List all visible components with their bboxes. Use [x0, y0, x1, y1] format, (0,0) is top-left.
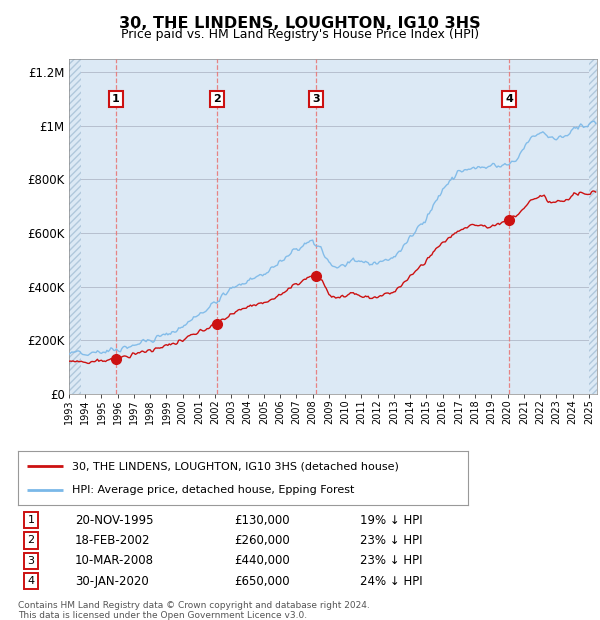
Text: This data is licensed under the Open Government Licence v3.0.: This data is licensed under the Open Gov…: [18, 611, 307, 620]
Text: 4: 4: [28, 576, 35, 587]
Text: 3: 3: [28, 556, 35, 566]
Text: 18-FEB-2002: 18-FEB-2002: [75, 534, 151, 547]
Text: 4: 4: [505, 94, 513, 104]
Text: 10-MAR-2008: 10-MAR-2008: [75, 554, 154, 567]
Text: 23% ↓ HPI: 23% ↓ HPI: [360, 554, 422, 567]
Text: 24% ↓ HPI: 24% ↓ HPI: [360, 575, 422, 588]
Text: £650,000: £650,000: [235, 575, 290, 588]
Text: Contains HM Land Registry data © Crown copyright and database right 2024.: Contains HM Land Registry data © Crown c…: [18, 601, 370, 611]
Text: 19% ↓ HPI: 19% ↓ HPI: [360, 513, 422, 526]
Text: £130,000: £130,000: [235, 513, 290, 526]
Text: 2: 2: [28, 536, 35, 546]
Text: 1: 1: [28, 515, 35, 525]
Text: 30-JAN-2020: 30-JAN-2020: [75, 575, 149, 588]
Text: £260,000: £260,000: [235, 534, 290, 547]
Text: 1: 1: [112, 94, 120, 104]
Text: £440,000: £440,000: [235, 554, 290, 567]
Text: 30, THE LINDENS, LOUGHTON, IG10 3HS: 30, THE LINDENS, LOUGHTON, IG10 3HS: [119, 16, 481, 30]
Text: 30, THE LINDENS, LOUGHTON, IG10 3HS (detached house): 30, THE LINDENS, LOUGHTON, IG10 3HS (det…: [72, 461, 399, 471]
Text: Price paid vs. HM Land Registry's House Price Index (HPI): Price paid vs. HM Land Registry's House …: [121, 28, 479, 41]
Text: 20-NOV-1995: 20-NOV-1995: [75, 513, 154, 526]
Text: 3: 3: [312, 94, 320, 104]
Text: HPI: Average price, detached house, Epping Forest: HPI: Average price, detached house, Eppi…: [72, 485, 355, 495]
Text: 2: 2: [213, 94, 221, 104]
Text: 23% ↓ HPI: 23% ↓ HPI: [360, 534, 422, 547]
